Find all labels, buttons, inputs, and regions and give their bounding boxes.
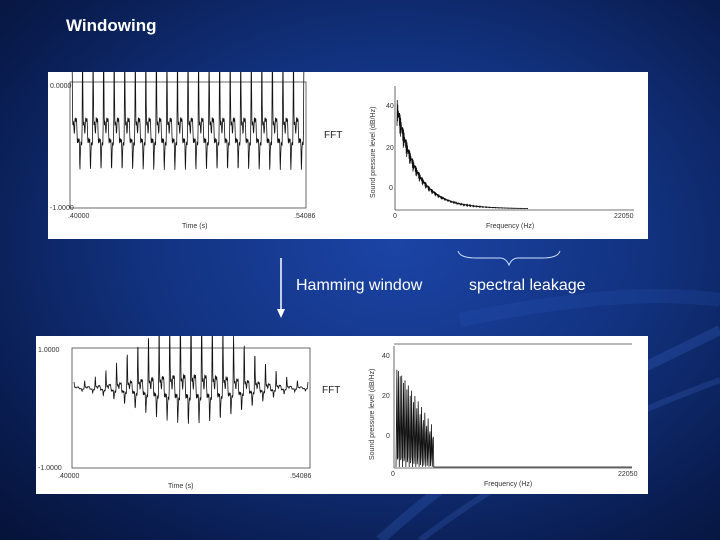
top-spec-ytick-20: 20 [386, 145, 394, 152]
spectral-leakage-label: spectral leakage [469, 277, 586, 294]
top-time-ymin: -1.0000 [50, 205, 74, 212]
bottom-time-xlabel: Time (s) [168, 483, 193, 490]
bottom-spec-xmin: 0 [391, 471, 395, 478]
top-figure-svg: 0.0000 -1.0000 .40000 .54086 Time (s) FF… [50, 72, 634, 230]
bottom-spectrum-line [395, 369, 632, 468]
bottom-time-ymin: -1.0000 [38, 465, 62, 472]
bottom-waveform [73, 336, 309, 424]
top-waveform-line [71, 72, 305, 170]
bottom-time-ymax: 1.0000 [38, 347, 60, 354]
top-spec-ytick-40: 40 [386, 103, 394, 110]
top-spec-xmin: 0 [393, 213, 397, 220]
top-time-xmax: .54086 [294, 213, 316, 220]
bottom-spec-ylabel: Sound pressure level (dB/Hz) [369, 369, 376, 460]
bottom-time-xmax: .54086 [290, 473, 312, 480]
top-spec-xlabel: Frequency (Hz) [486, 223, 534, 230]
bottom-time-xmin: .40000 [58, 473, 80, 480]
bottom-waveform-line [73, 336, 309, 424]
bottom-spec-xmax: 22050 [618, 471, 638, 478]
top-spec-xmax: 22050 [614, 213, 634, 220]
bottom-spec-ytick-40: 40 [382, 353, 390, 360]
bottom-figure-svg: 1.0000 -1.0000 .40000 .54086 Time (s) FF… [38, 336, 638, 490]
bottom-spec-xlabel: Frequency (Hz) [484, 481, 532, 488]
top-waveform [71, 72, 305, 170]
bottom-fft-label: FFT [322, 385, 340, 396]
bottom-spectrum [395, 369, 632, 468]
top-time-xmin: .40000 [68, 213, 90, 220]
top-spectrum-line [396, 99, 529, 210]
top-spectrum [396, 99, 529, 210]
top-spec-ytick-0: 0 [389, 185, 393, 192]
top-spec-ylabel: Sound pressure level (dB/Hz) [370, 107, 377, 198]
top-figure-panel: 0.0000 -1.0000 .40000 .54086 Time (s) FF… [48, 72, 648, 239]
top-fft-label: FFT [324, 130, 342, 141]
top-time-ymax: 0.0000 [50, 83, 72, 90]
hamming-window-label: Hamming window [296, 277, 423, 294]
bottom-spec-ytick-20: 20 [382, 393, 390, 400]
top-time-xlabel: Time (s) [182, 223, 207, 230]
bottom-spec-ytick-0: 0 [386, 433, 390, 440]
bottom-figure-panel: 1.0000 -1.0000 .40000 .54086 Time (s) FF… [36, 336, 648, 494]
slide-title: Windowing [66, 16, 157, 35]
